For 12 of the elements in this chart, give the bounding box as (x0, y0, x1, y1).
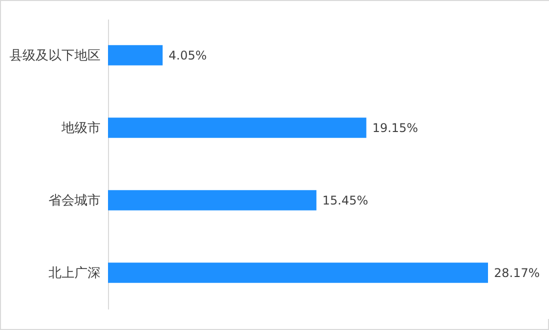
y-tick-label: 省会城市 (48, 193, 100, 208)
data-label: 28.17% (494, 266, 540, 280)
bar (108, 45, 163, 66)
y-tick-label: 地级市 (60, 120, 100, 136)
bar (108, 118, 366, 138)
bar (108, 262, 488, 283)
data-label: 4.05% (168, 48, 207, 62)
data-label: 19.15% (372, 120, 418, 135)
y-tick-label: 北上广深 (48, 266, 100, 281)
y-tick-label: 县级及以下地区 (10, 48, 100, 64)
bar (108, 190, 316, 210)
data-label: 15.45% (322, 193, 368, 208)
